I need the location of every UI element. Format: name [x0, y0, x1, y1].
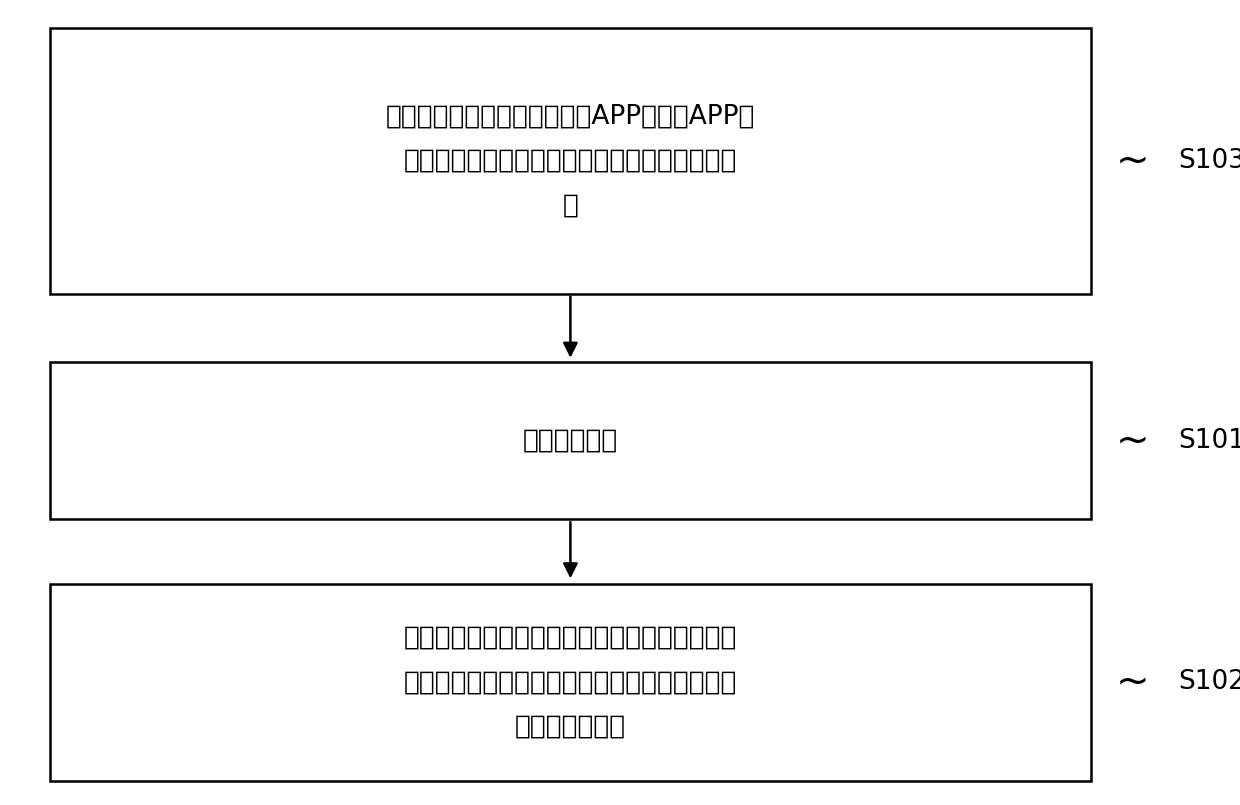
Text: 或者确定生成震动指令时，电子设备处于预设模: 或者确定生成震动指令时，电子设备处于预设模: [404, 148, 737, 174]
Text: 根据震动指令开启马达，并控制马达以固定频率: 根据震动指令开启马达，并控制马达以固定频率: [404, 625, 737, 651]
Bar: [50, 584, 1091, 781]
Text: ~: ~: [1116, 421, 1149, 460]
Text: 式: 式: [563, 192, 578, 218]
Text: 以预设波形震动: 以预设波形震动: [515, 713, 626, 740]
Text: ~: ~: [1116, 142, 1149, 180]
Text: S102: S102: [1178, 669, 1240, 696]
Bar: [50, 28, 1091, 294]
Bar: [50, 362, 1091, 519]
Text: S103: S103: [1178, 148, 1240, 174]
Text: ~: ~: [1116, 663, 1149, 702]
Text: S101: S101: [1178, 427, 1240, 454]
Text: 震动，同时开启骨传导模块，并控制骨传导模块: 震动，同时开启骨传导模块，并控制骨传导模块: [404, 669, 737, 696]
Text: 接收震动指令: 接收震动指令: [523, 427, 618, 454]
Text: 确定生成震动指令的应用程序APP为预设APP；: 确定生成震动指令的应用程序APP为预设APP；: [386, 104, 755, 130]
